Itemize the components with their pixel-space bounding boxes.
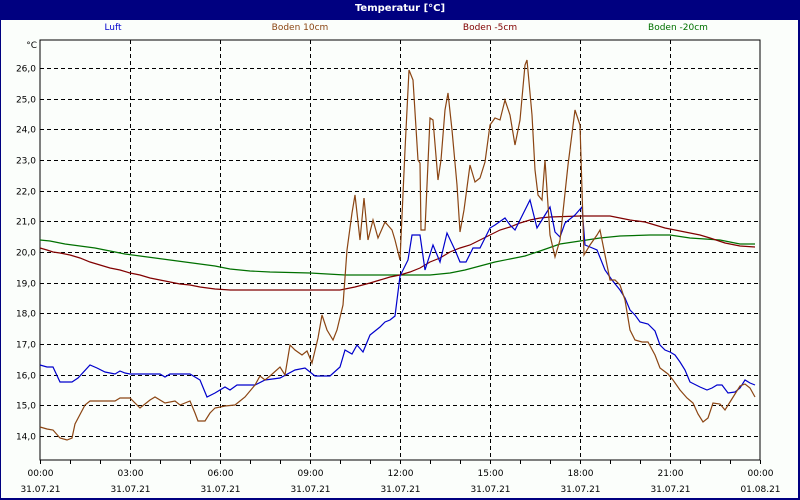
x-tick-date: 31.07.21 <box>290 485 330 495</box>
x-tick-time: 00:00 <box>748 469 774 479</box>
x-axis-ticks: 00:00 31.07.21 03:00 31.07.21 06:00 31.07.21 0… <box>20 460 781 495</box>
series-boden-20cm <box>39 234 755 276</box>
x-tick-time: 06:00 <box>208 469 234 479</box>
series-boden-10cm <box>39 59 756 441</box>
y-tick-label: 14,0 <box>16 433 36 443</box>
y-tick-label: 22,0 <box>16 188 36 198</box>
legend-luft: Luft <box>104 23 122 33</box>
y-tick-label: 23,0 <box>16 157 36 167</box>
x-tick-time: 15:00 <box>478 469 504 479</box>
x-tick-time: 21:00 <box>658 469 684 479</box>
y-unit-label: °C <box>26 41 37 51</box>
x-tick-date: 01.08.21 <box>740 485 780 495</box>
y-tick-label: 17,0 <box>16 341 36 351</box>
y-tick-label: 25,0 <box>16 96 36 106</box>
legend-boden-minus20cm: Boden -20cm <box>648 23 708 33</box>
series-luft <box>39 198 756 398</box>
legend-boden-10cm: Boden 10cm <box>271 23 329 33</box>
x-tick-time: 03:00 <box>118 469 144 479</box>
y-tick-label: 21,0 <box>16 218 36 228</box>
legend-boden-minus5cm: Boden -5cm <box>462 23 518 33</box>
series-boden-5cm <box>39 215 756 291</box>
x-tick-time: 12:00 <box>388 469 414 479</box>
y-tick-label: 18,0 <box>16 310 36 320</box>
x-tick-date: 31.07.21 <box>650 485 690 495</box>
x-tick-date: 31.07.21 <box>20 485 60 495</box>
grid-lines <box>40 40 760 460</box>
y-axis-ticks: 26,0 25,0 24,0 23,0 22,0 21,0 20,0 19,0 18,0 17,0… <box>16 65 36 443</box>
x-tick-date: 31.07.21 <box>110 485 150 495</box>
window-title: Temperatur [°C] <box>0 0 800 20</box>
x-tick-time: 00:00 <box>28 469 54 479</box>
x-tick-time: 18:00 <box>568 469 594 479</box>
series-lines <box>39 59 756 441</box>
y-tick-label: 19,0 <box>16 280 36 290</box>
y-tick-label: 20,0 <box>16 249 36 259</box>
y-tick-label: 16,0 <box>16 372 36 382</box>
y-tick-label: 15,0 <box>16 402 36 412</box>
x-tick-date: 31.07.21 <box>200 485 240 495</box>
y-tick-label: 26,0 <box>16 65 36 75</box>
x-tick-date: 31.07.21 <box>380 485 420 495</box>
x-tick-date: 31.07.21 <box>470 485 510 495</box>
x-tick-date: 31.07.21 <box>560 485 600 495</box>
x-tick-time: 09:00 <box>298 469 324 479</box>
y-tick-label: 24,0 <box>16 126 36 136</box>
